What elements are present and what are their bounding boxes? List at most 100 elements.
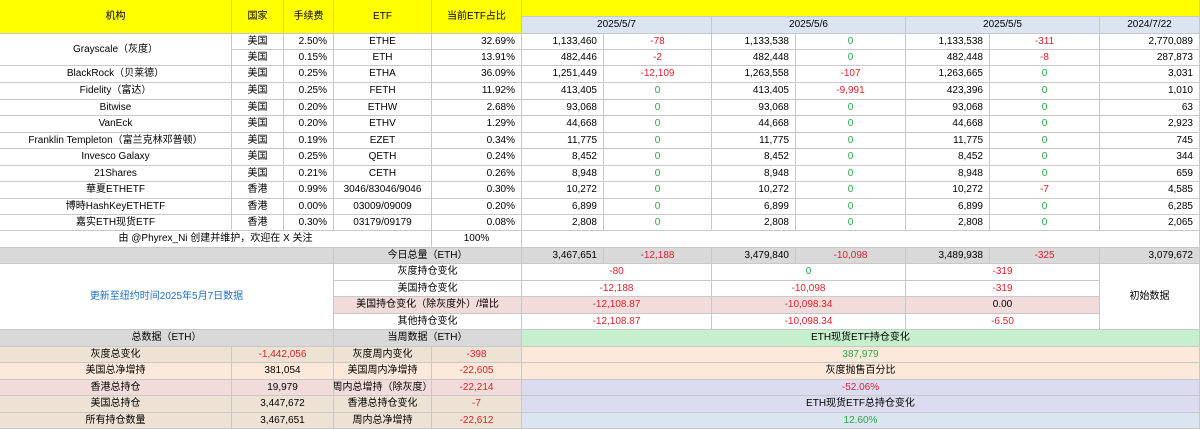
total-value: 381,054	[231, 362, 334, 380]
change-cell: 0	[989, 99, 1100, 116]
total-label: 香港总持仓	[0, 379, 232, 396]
holding-cell: 413,405	[521, 82, 604, 100]
share-cell: 0.26%	[431, 165, 522, 182]
country-cell: 香港	[231, 198, 284, 215]
header-etf: ETF	[333, 0, 432, 34]
change-value: -10,098.34	[711, 296, 906, 314]
change-label: 灰度持仓变化	[333, 263, 522, 281]
etf-ticker: FETH	[333, 82, 432, 100]
holding-cell: 8,948	[711, 165, 796, 182]
share-cell: 2.68%	[431, 99, 522, 116]
initial-holding-cell: 745	[1099, 132, 1200, 149]
holding-cell: 11,775	[905, 132, 990, 149]
holding-cell: 482,448	[905, 49, 990, 66]
initial-holding-cell: 3,031	[1099, 65, 1200, 83]
institution-name: Grayscale（灰度）	[0, 33, 232, 66]
change-cell: 0	[795, 33, 906, 50]
change-cell: -9,991	[795, 82, 906, 100]
country-cell: 美国	[231, 115, 284, 133]
holding-cell: 1,133,538	[905, 33, 990, 50]
total-label: 美国总持仓	[0, 395, 232, 413]
share-cell: 1.29%	[431, 115, 522, 133]
change-value: -12,188	[521, 280, 712, 297]
change-cell: -78	[603, 33, 712, 50]
change-cell: 0	[603, 198, 712, 215]
change-cell: 0	[603, 148, 712, 166]
change-cell: 0	[795, 181, 906, 199]
holding-cell: 1,133,538	[711, 33, 796, 50]
change-cell: 0	[795, 165, 906, 182]
change-cell: 0	[989, 165, 1100, 182]
holding-cell: 8,948	[521, 165, 604, 182]
change-value: -10,098	[711, 280, 906, 297]
blank-cell	[521, 230, 1200, 248]
date-header: 2025/5/6	[711, 16, 906, 34]
credit-note: 由 @Phyrex_Ni 创建并维护，欢迎在 X 关注	[0, 230, 432, 248]
country-cell: 美国	[231, 49, 284, 66]
holding-cell: 482,446	[521, 49, 604, 66]
initial-holding-cell: 63	[1099, 99, 1200, 116]
change-value: -10,098.34	[711, 313, 906, 330]
fee-cell: 0.30%	[283, 214, 334, 231]
institution-name: Invesco Galaxy	[0, 148, 232, 166]
share-cell: 13.91%	[431, 49, 522, 66]
share-cell: 0.30%	[431, 181, 522, 199]
holding-cell: 93,068	[521, 99, 604, 116]
institution-name: Fidelity（富达）	[0, 82, 232, 100]
holding-cell: 2,808	[521, 214, 604, 231]
etf-ticker: QETH	[333, 148, 432, 166]
header-country: 国家	[231, 0, 284, 34]
holding-cell: 8,452	[905, 148, 990, 166]
share-cell: 32.69%	[431, 33, 522, 50]
change-cell: -12,109	[603, 65, 712, 83]
date-header: 2024/7/22	[1099, 16, 1200, 34]
holding-cell: 6,899	[521, 198, 604, 215]
fee-cell: 0.25%	[283, 82, 334, 100]
holding-cell: 423,396	[905, 82, 990, 100]
week-label: 灰度周内变化	[333, 346, 432, 363]
total-label: 所有持仓数量	[0, 412, 232, 429]
header-yellow-band	[521, 0, 1200, 17]
etf-ticker: 03009/09009	[333, 198, 432, 215]
spot-change-value: 387,979	[521, 346, 1200, 363]
change-cell: 0	[603, 165, 712, 182]
change-value: -319	[905, 280, 1100, 297]
fee-cell: 0.25%	[283, 65, 334, 83]
holding-cell: 8,452	[711, 148, 796, 166]
change-value: -80	[521, 263, 712, 281]
change-cell: 0	[989, 198, 1100, 215]
country-cell: 美国	[231, 132, 284, 149]
total-data-header: 总数据（ETH）	[0, 329, 334, 347]
country-cell: 美国	[231, 82, 284, 100]
institution-name: 博時HashKeyETHETF	[0, 198, 232, 215]
change-cell: 0	[989, 214, 1100, 231]
change-cell: -8	[989, 49, 1100, 66]
change-value: -6.50	[905, 313, 1100, 330]
initial-holding-cell: 287,873	[1099, 49, 1200, 66]
institution-name: 華夏ETHETF	[0, 181, 232, 199]
etf-ticker: ETHV	[333, 115, 432, 133]
change-cell: 0	[795, 49, 906, 66]
holding-cell: 1,263,665	[905, 65, 990, 83]
initial-holding-cell: 6,285	[1099, 198, 1200, 215]
fee-cell: 0.20%	[283, 115, 334, 133]
institution-name: Franklin Templeton（富兰克林邓普顿）	[0, 132, 232, 149]
header-institution: 机构	[0, 0, 232, 34]
change-cell: 0	[795, 132, 906, 149]
change-cell: 0	[603, 181, 712, 199]
change-cell: 0	[603, 99, 712, 116]
initial-data-label: 初始数据	[1099, 263, 1200, 330]
total-value: -1,442,056	[231, 346, 334, 363]
holding-cell: 1,263,558	[711, 65, 796, 83]
week-value: -7	[431, 395, 522, 413]
change-value: 0	[711, 263, 906, 281]
change-label: 美国持仓变化	[333, 280, 522, 297]
change-value: -319	[905, 263, 1100, 281]
initial-holding-cell: 344	[1099, 148, 1200, 166]
holding-cell: 1,251,449	[521, 65, 604, 83]
holding-cell: 10,272	[905, 181, 990, 199]
week-value: -22,605	[431, 362, 522, 380]
fee-cell: 0.21%	[283, 165, 334, 182]
week-label: 周内总净增持	[333, 412, 432, 429]
initial-holding-cell: 659	[1099, 165, 1200, 182]
